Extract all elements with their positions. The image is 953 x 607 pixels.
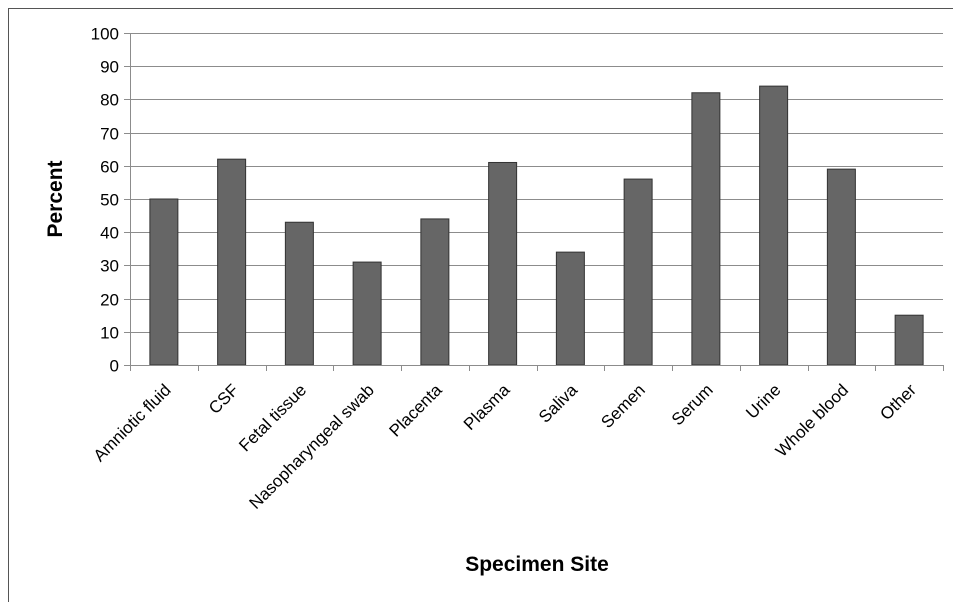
y-tick-label: 60 (100, 158, 119, 177)
bar (556, 252, 584, 365)
y-tick-label: 80 (100, 91, 119, 110)
y-tick-label: 40 (100, 224, 119, 243)
y-axis-title: Percent (44, 160, 67, 237)
x-category-label: Plasma (460, 380, 514, 434)
bar (489, 162, 517, 365)
bar (150, 199, 178, 365)
x-category-label: Amniotic fluid (90, 380, 175, 465)
x-category-label: Nasopharyngeal swab (246, 380, 378, 512)
bar (421, 219, 449, 365)
x-category-label: Fetal tissue (235, 380, 310, 455)
bar (218, 159, 246, 365)
bar (760, 86, 788, 365)
bars (150, 86, 923, 365)
x-category-label: Serum (668, 380, 717, 429)
y-tick-label: 0 (110, 357, 119, 376)
x-category-label: Placenta (385, 380, 446, 441)
y-tick-label: 20 (100, 291, 119, 310)
y-tick-label: 10 (100, 324, 119, 343)
bar (285, 222, 313, 365)
y-tick-labels: 0 10 20 30 40 50 60 70 80 90 100 (91, 25, 119, 376)
y-tick-label: 90 (100, 58, 119, 77)
y-tick-label: 30 (100, 257, 119, 276)
bar (895, 315, 923, 365)
y-tick-label: 100 (91, 25, 119, 44)
axes (124, 33, 944, 371)
x-category-label: CSF (205, 380, 242, 417)
x-axis-title: Specimen Site (465, 553, 609, 576)
x-category-label: Saliva (535, 380, 582, 427)
bar (692, 93, 720, 365)
x-category-label: Semen (597, 380, 649, 432)
y-tick-label: 50 (100, 191, 119, 210)
x-category-label: Whole blood (772, 380, 852, 460)
bar (827, 169, 855, 365)
bar (624, 179, 652, 365)
bar (353, 262, 381, 365)
x-category-label: Other (876, 380, 920, 424)
y-tick-label: 70 (100, 125, 119, 144)
x-category-label: Urine (742, 380, 784, 422)
gridlines (130, 34, 943, 333)
